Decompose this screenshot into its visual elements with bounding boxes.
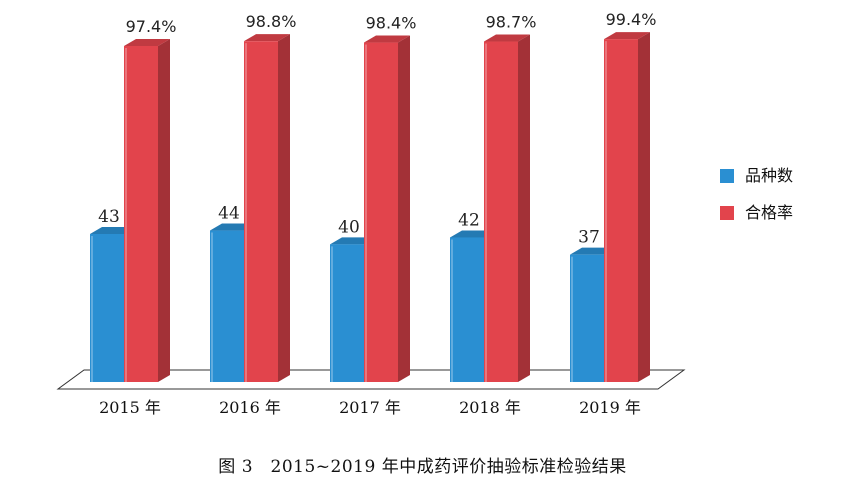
legend-swatch — [720, 206, 734, 220]
data-label-rate: 98.8% — [246, 12, 297, 31]
x-tick-label: 2015 年 — [99, 398, 161, 417]
data-label-rate: 98.4% — [366, 14, 417, 33]
bar-rate-4 — [604, 32, 650, 382]
data-label-rate: 98.7% — [486, 13, 537, 32]
legend-item: 合格率 — [720, 203, 793, 222]
x-tick-label: 2018 年 — [459, 398, 521, 417]
x-tick-label: 2016 年 — [219, 398, 281, 417]
bar-rate-0 — [124, 39, 170, 382]
legend-label: 品种数 — [745, 166, 793, 185]
x-axis-ticks: 2015 年 2016 年 2017 年 2018 年 2019 年 — [99, 398, 641, 417]
data-labels-layer: 43 97.4% 44 98.8% 40 98.4% 42 98.7% 37 99.4% — [98, 10, 656, 248]
data-label-count: 42 — [458, 210, 480, 230]
figure-caption: 图 3 2015~2019 年中成药评价抽验标准检验结果 — [218, 457, 627, 477]
x-tick-label: 2017 年 — [339, 398, 401, 417]
data-label-count: 44 — [218, 204, 240, 224]
data-label-rate: 99.4% — [606, 10, 657, 29]
x-tick-label: 2019 年 — [579, 398, 641, 417]
data-label-rate: 97.4% — [126, 17, 177, 36]
legend-label: 合格率 — [745, 203, 793, 222]
bar-rate-1 — [244, 34, 290, 382]
bar-rate-2 — [364, 35, 410, 383]
legend-item: 品种数 — [720, 166, 793, 185]
data-label-count: 40 — [338, 217, 360, 237]
legend-swatch — [720, 169, 734, 183]
bar-rate-3 — [484, 34, 530, 382]
data-label-count: 37 — [578, 228, 600, 248]
data-label-count: 43 — [98, 207, 120, 227]
bars-layer — [90, 32, 650, 383]
